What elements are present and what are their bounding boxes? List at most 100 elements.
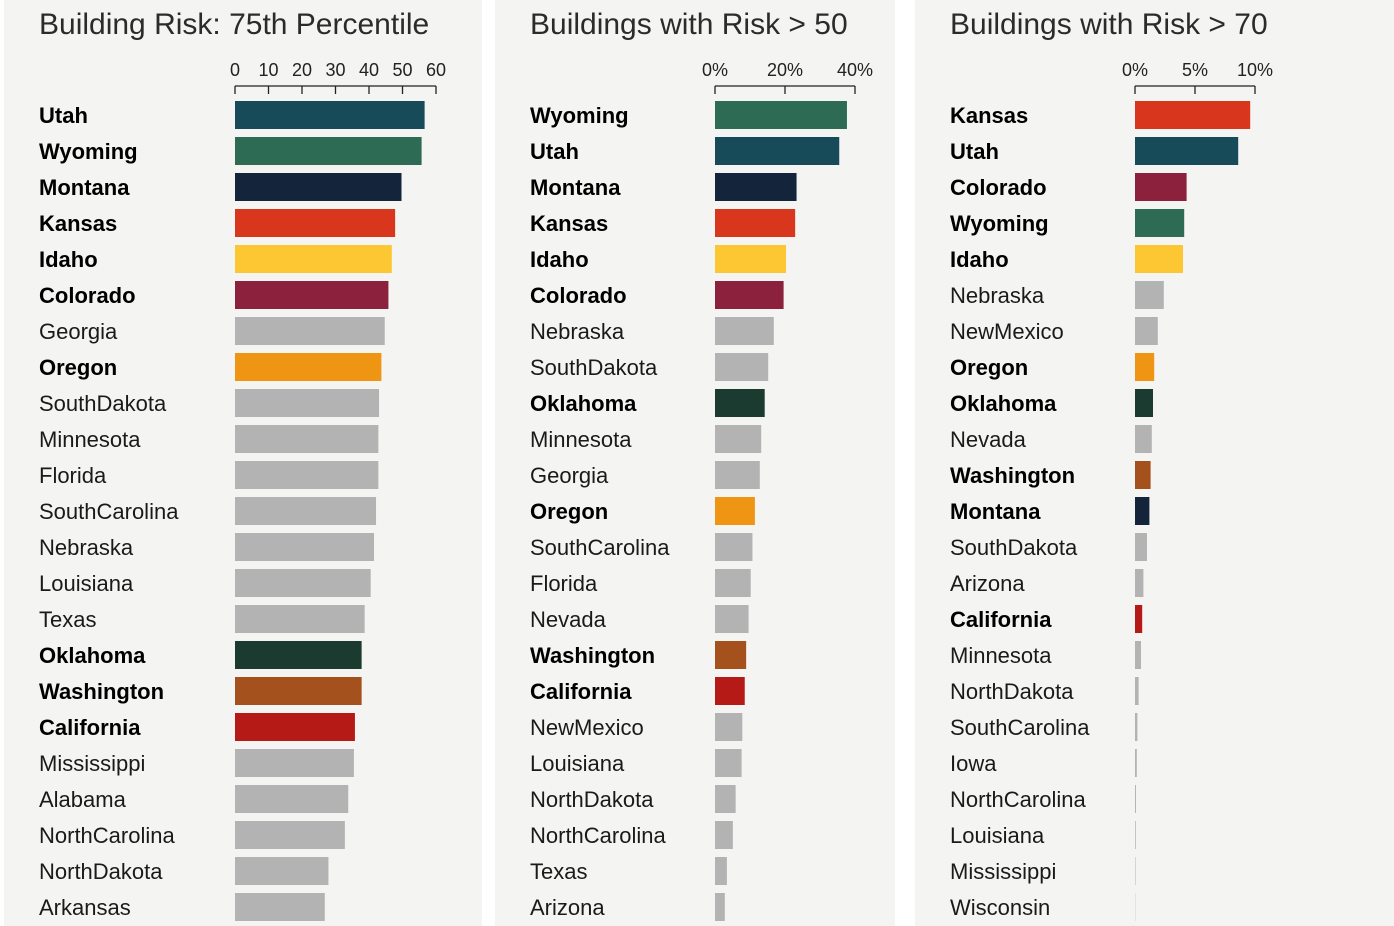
chart-svg: Buildings with Risk > 70 0% 5% 10% Kansas Uta…	[950, 8, 1273, 921]
category-label: Nebraska	[39, 535, 134, 560]
bar	[1135, 677, 1139, 705]
category-label: NewMexico	[530, 715, 644, 740]
category-label: Arkansas	[39, 895, 131, 920]
category-label: Texas	[530, 859, 587, 884]
category-label: Nebraska	[950, 283, 1045, 308]
category-label: NorthCarolina	[530, 823, 666, 848]
category-label: Idaho	[530, 247, 589, 272]
bar	[235, 389, 380, 417]
x-tick-label: 10%	[1237, 60, 1273, 80]
x-tick-label: 40	[359, 60, 379, 80]
x-tick-label: 0%	[1122, 60, 1148, 80]
category-label: Iowa	[950, 751, 997, 776]
category-label: Utah	[950, 139, 999, 164]
x-tick-label: 0	[230, 60, 240, 80]
category-label: Mississippi	[39, 751, 145, 776]
bar	[235, 749, 354, 777]
bar	[1135, 137, 1239, 165]
category-label: Washington	[950, 463, 1075, 488]
bar	[235, 101, 425, 129]
bar	[1135, 209, 1185, 237]
category-label: Texas	[39, 607, 96, 632]
category-label: Colorado	[950, 175, 1047, 200]
bar	[1135, 713, 1138, 741]
category-label: Montana	[950, 499, 1041, 524]
bar	[1135, 533, 1147, 561]
bar	[1135, 389, 1153, 417]
category-label: SouthDakota	[530, 355, 658, 380]
category-label: Louisiana	[39, 571, 134, 596]
category-label: Wyoming	[530, 103, 629, 128]
bar	[1135, 641, 1141, 669]
bar	[715, 605, 749, 633]
category-label: Colorado	[530, 283, 627, 308]
chart-panel-75th-percentile: Building Risk: 75th Percentile 0 10 20 30 40 5…	[4, 0, 482, 926]
bar	[235, 209, 396, 237]
category-label: SouthDakota	[39, 391, 167, 416]
category-label: Nevada	[530, 607, 607, 632]
category-label: Oregon	[39, 355, 117, 380]
bar	[1135, 497, 1150, 525]
category-label: SouthCarolina	[950, 715, 1090, 740]
bar	[235, 461, 379, 489]
bar	[235, 821, 345, 849]
x-tick-label: 40%	[837, 60, 873, 80]
category-label: Nevada	[950, 427, 1027, 452]
chart-title: Buildings with Risk > 70	[950, 8, 1268, 41]
category-label: Utah	[39, 103, 88, 128]
bar	[1135, 461, 1151, 489]
bar	[715, 101, 847, 129]
category-label: NorthCarolina	[39, 823, 175, 848]
bar	[235, 173, 402, 201]
chart-panel-risk-over-70: Buildings with Risk > 70 0% 5% 10% Kansas Uta…	[915, 0, 1394, 926]
bar	[715, 821, 733, 849]
category-label: Colorado	[39, 283, 136, 308]
bar	[235, 713, 355, 741]
category-label: Kansas	[530, 211, 608, 236]
bar	[1135, 101, 1251, 129]
bar	[715, 533, 753, 561]
bar	[715, 281, 784, 309]
chart-title: Buildings with Risk > 50	[530, 8, 848, 41]
bar	[715, 641, 747, 669]
category-label: NorthDakota	[39, 859, 163, 884]
category-label: Montana	[530, 175, 621, 200]
bar	[1135, 605, 1143, 633]
category-label: SouthCarolina	[39, 499, 179, 524]
bar	[715, 461, 760, 489]
category-label: Wisconsin	[950, 895, 1050, 920]
bar	[1135, 569, 1144, 597]
x-tick-label: 10	[258, 60, 278, 80]
category-label: Washington	[39, 679, 164, 704]
category-label: Alabama	[39, 787, 127, 812]
category-label: NorthDakota	[530, 787, 654, 812]
bar	[1135, 173, 1187, 201]
bar	[235, 677, 362, 705]
chart-title: Building Risk: 75th Percentile	[39, 8, 429, 41]
x-tick-label: 50	[392, 60, 412, 80]
bar	[235, 641, 362, 669]
bar	[715, 173, 797, 201]
bar	[715, 749, 742, 777]
bar	[235, 785, 349, 813]
category-label: Georgia	[530, 463, 609, 488]
category-label: Washington	[530, 643, 655, 668]
bar	[715, 245, 787, 273]
bar	[715, 713, 743, 741]
category-label: NewMexico	[950, 319, 1064, 344]
bar	[235, 281, 389, 309]
category-label: Nebraska	[530, 319, 625, 344]
bar	[715, 569, 751, 597]
bar	[715, 497, 755, 525]
bar	[235, 317, 385, 345]
category-label: Wyoming	[39, 139, 138, 164]
category-label: Florida	[530, 571, 598, 596]
category-label: Idaho	[950, 247, 1009, 272]
bar	[1135, 245, 1183, 273]
category-label: Louisiana	[950, 823, 1045, 848]
bar	[235, 137, 422, 165]
bar	[235, 353, 382, 381]
bar	[235, 569, 371, 597]
bar	[1135, 821, 1136, 849]
category-label: Louisiana	[530, 751, 625, 776]
